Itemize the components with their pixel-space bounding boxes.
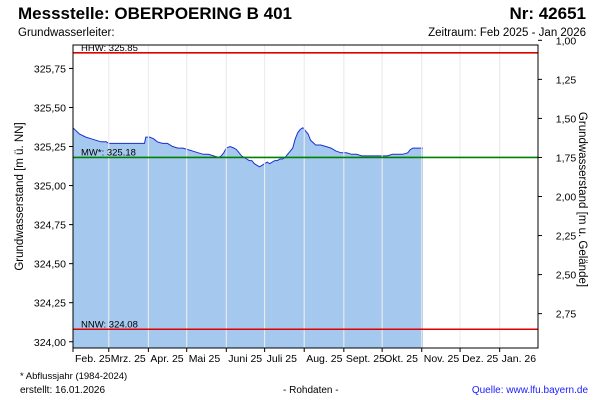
y2-tick-label: 1,25 xyxy=(556,74,577,86)
x-tick-label: Aug. 25 xyxy=(306,353,342,365)
y-tick-label: 324,50 xyxy=(34,259,66,271)
series-line xyxy=(72,127,423,168)
y-tick-label: 325,50 xyxy=(34,102,66,114)
y-tick-label: 324,25 xyxy=(34,298,66,310)
y2-axis-label: Grundwasserstand [m u. Gelände] xyxy=(576,112,588,287)
x-tick-label: Sept. 25 xyxy=(346,353,385,365)
page-title: Messstelle: OBERPOERING B 401 xyxy=(18,4,292,23)
y2-tick-label: 2,00 xyxy=(556,192,577,204)
y-axis-label: Grundwasserstand [m ü. NN] xyxy=(14,122,26,270)
reference-lines: HHW: 325.85 MW*: 325.18 NNW: 324.08 xyxy=(73,43,538,330)
reference-label: MW*: 325.18 xyxy=(81,147,136,158)
footnote: * Abflussjahr (1984-2024) xyxy=(20,371,128,382)
y2-tick-label: 1,00 xyxy=(556,35,577,47)
area-layer xyxy=(72,127,423,348)
y-tick-label: 324,00 xyxy=(34,337,66,349)
y-tick-label: 325,00 xyxy=(34,181,66,193)
x-tick-label: Nov. 25 xyxy=(424,353,460,365)
y-tick-label: 324,75 xyxy=(34,220,66,232)
x-tick-label: Juli 25 xyxy=(267,353,298,365)
x-tick-label: Dez. 25 xyxy=(462,353,498,365)
x-tick-label: Apr. 25 xyxy=(150,353,183,365)
series-area xyxy=(73,127,423,348)
x-tick-label: Okt. 25 xyxy=(384,353,418,365)
y2-tick-label: 1,75 xyxy=(556,152,577,164)
y2-tick-label: 2,75 xyxy=(556,309,577,321)
axis-ticks: 325,75 325,50 325,25 325,00 324,75 324,50 324,… xyxy=(34,35,577,365)
reference-label: NNW: 324.08 xyxy=(81,319,138,330)
x-tick-label: Juni 25 xyxy=(228,353,262,365)
source-link[interactable]: Quelle: www.lfu.bayern.de xyxy=(471,385,588,396)
grid-layer xyxy=(108,45,501,348)
station-number: Nr: 42651 xyxy=(509,4,586,23)
y2-tick-label: 2,50 xyxy=(556,270,577,282)
x-tick-label: Mai 25 xyxy=(189,353,221,365)
period-label: Zeitraum: Feb 2025 - Jan 2026 xyxy=(428,27,586,39)
reference-label: HHW: 325.85 xyxy=(81,43,138,54)
x-tick-label: Mrz. 25 xyxy=(111,353,146,365)
aquifer-label: Grundwasserleiter: xyxy=(18,27,115,39)
y2-tick-label: 2,25 xyxy=(556,231,577,243)
y-tick-label: 325,75 xyxy=(34,63,66,75)
created-date: erstellt: 16.01.2026 xyxy=(20,385,106,396)
x-tick-label: Jan. 26 xyxy=(502,353,537,365)
y-tick-label: 325,25 xyxy=(34,142,66,154)
y2-tick-label: 1,50 xyxy=(556,113,577,125)
x-tick-label: Feb. 25 xyxy=(75,353,111,365)
raw-data-note: - Rohdaten - xyxy=(283,385,339,396)
